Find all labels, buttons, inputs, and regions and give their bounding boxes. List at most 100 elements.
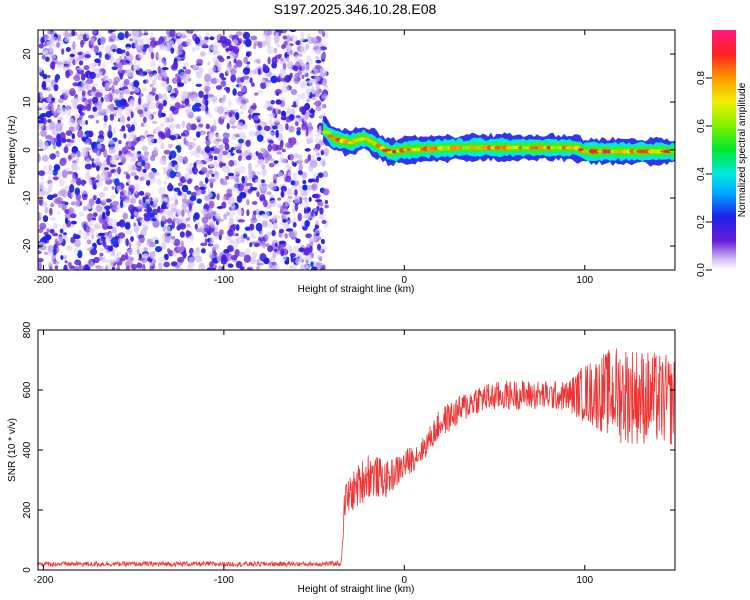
noise-cell [47, 119, 52, 123]
noise-cell [314, 229, 322, 234]
noise-cell [240, 103, 247, 111]
noise-cell [238, 251, 246, 257]
noise-cell [49, 217, 56, 221]
noise-cell [281, 110, 286, 117]
noise-cell [176, 171, 182, 177]
noise-cell [153, 72, 159, 80]
noise-cell [277, 53, 283, 58]
noise-cell [49, 126, 53, 131]
noise-cell [231, 132, 237, 141]
noise-cell [89, 227, 95, 234]
noise-cell [234, 249, 240, 258]
noise-cell [273, 47, 278, 54]
noise-cell [287, 220, 292, 224]
noise-cell [86, 213, 94, 221]
noise-cell [157, 205, 161, 212]
noise-cell [135, 232, 140, 238]
noise-cell [247, 188, 252, 194]
noise-cell [244, 226, 251, 231]
noise-cell [95, 204, 103, 213]
noise-cell [117, 232, 126, 239]
noise-cell [104, 259, 111, 264]
noise-cell [153, 146, 158, 155]
noise-cell [253, 115, 260, 121]
noise-cell [221, 77, 227, 81]
noise-cell [40, 37, 45, 44]
noise-cell [174, 102, 181, 110]
noise-cell [150, 51, 155, 60]
noise-cell [315, 220, 319, 226]
noise-cell [54, 75, 59, 84]
noise-cell [305, 254, 313, 262]
noise-cell [231, 113, 236, 118]
noise-cell [191, 47, 196, 52]
noise-cell [248, 113, 252, 120]
noise-cell [173, 191, 178, 200]
noise-cell [243, 123, 248, 130]
noise-cell [235, 112, 240, 121]
noise-cell [300, 190, 307, 197]
noise-cell [81, 179, 86, 187]
noise-cell [112, 126, 116, 135]
noise-cell [41, 54, 46, 60]
noise-cell [196, 145, 201, 153]
noise-cell [89, 221, 94, 226]
noise-cell [152, 111, 156, 115]
noise-cell [321, 43, 328, 47]
noise-cell [237, 219, 245, 223]
noise-cell [42, 73, 48, 79]
noise-cell [277, 197, 282, 201]
noise-cell [135, 64, 141, 71]
noise-cell [319, 72, 325, 78]
noise-cell [322, 170, 329, 178]
noise-cell [116, 48, 122, 54]
noise-cell [288, 137, 292, 144]
noise-cell [140, 122, 145, 127]
noise-cell [297, 156, 304, 165]
noise-cell [187, 112, 194, 120]
noise-cell [38, 153, 41, 162]
noise-cell [227, 263, 234, 268]
noise-cell [180, 132, 186, 137]
noise-cell [86, 103, 91, 112]
noise-cell [199, 51, 206, 57]
noise-cell [91, 86, 97, 92]
noise-cell [40, 113, 48, 118]
noise-cell [158, 256, 166, 262]
noise-cell [161, 93, 168, 102]
noise-cell [317, 236, 322, 241]
noise-cell [129, 198, 137, 205]
noise-cell [323, 148, 330, 157]
signal-core [371, 141, 377, 147]
noise-cell [143, 79, 147, 84]
noise-cell [199, 226, 204, 233]
signal-core [455, 145, 460, 150]
noise-cell [139, 39, 144, 48]
noise-cell [49, 153, 56, 160]
noise-cell [199, 186, 206, 191]
noise-cell [177, 190, 182, 196]
noise-cell [173, 164, 181, 170]
noise-cell [60, 255, 64, 260]
noise-cell [88, 114, 95, 119]
noise-cell [123, 80, 128, 88]
noise-cell [226, 245, 234, 252]
noise-cell [91, 161, 95, 167]
noise-cell [280, 57, 284, 62]
noise-cell [309, 160, 318, 169]
noise-cell [292, 172, 298, 181]
noise-cell [226, 188, 233, 195]
noise-cell [92, 212, 98, 218]
noise-cell [268, 220, 273, 229]
noise-cell [158, 36, 165, 45]
noise-cell [135, 241, 142, 247]
noise-cell [226, 122, 230, 130]
figure-title: S197.2025.346.10.28.E08 [274, 1, 437, 17]
signal-core [528, 146, 538, 150]
noise-cell [268, 140, 274, 144]
noise-cell [240, 266, 245, 270]
noise-cell [290, 89, 298, 95]
noise-cell [110, 32, 117, 41]
noise-cell [138, 190, 145, 196]
